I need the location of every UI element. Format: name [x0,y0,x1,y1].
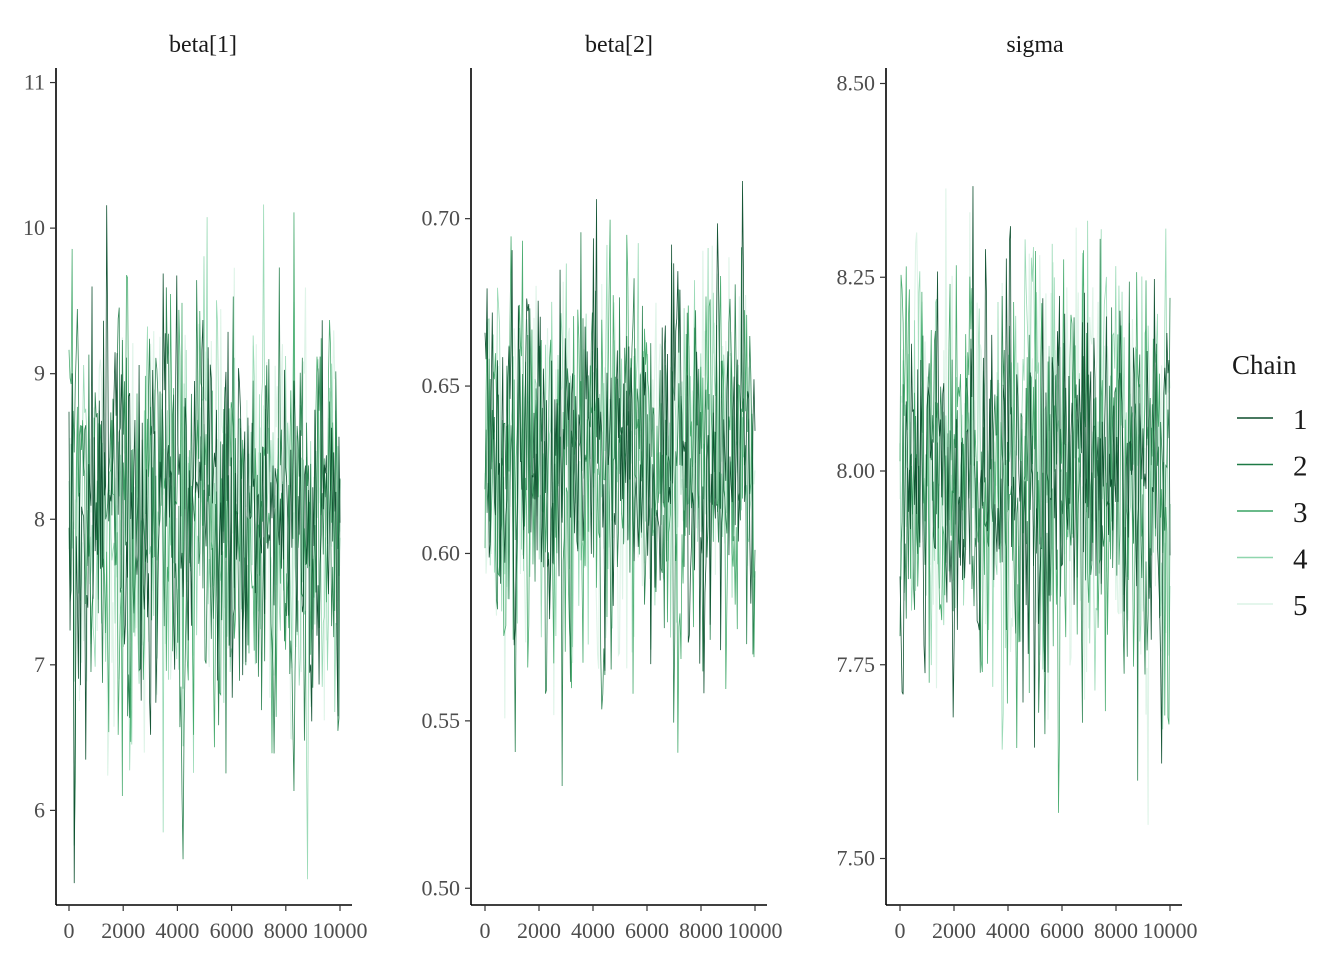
legend-title: Chain [1232,350,1297,380]
y-tick-label: 8.25 [837,264,876,289]
y-tick-label: 0.55 [422,708,461,733]
y-tick-label: 0.65 [422,373,461,398]
x-tick-label: 4000 [571,918,615,943]
legend-label: 2 [1293,451,1308,483]
x-tick-label: 2000 [517,918,561,943]
x-tick-label: 6000 [1040,918,1084,943]
legend-item-chain-1: 1 [1237,404,1308,436]
x-tick-label: 10000 [313,918,368,943]
y-tick-label: 9 [34,361,45,386]
legend-item-chain-2: 2 [1237,451,1308,483]
chain-1-trace [484,181,756,694]
x-tick-label: 8000 [264,918,308,943]
x-tick-label: 2000 [932,918,976,943]
y-tick-label: 10 [23,215,45,240]
x-tick-label: 2000 [101,918,145,943]
x-tick-label: 4000 [155,918,199,943]
x-tick-label: 4000 [986,918,1030,943]
x-tick-label: 0 [895,918,906,943]
x-tick-label: 8000 [1094,918,1138,943]
y-tick-label: 11 [24,70,45,95]
chain-1-trace [68,205,341,884]
legend-item-chain-5: 5 [1237,590,1308,622]
y-tick-label: 6 [34,797,45,822]
chain-2-trace [68,267,341,860]
y-tick-label: 8.00 [837,458,876,483]
trace-lines [899,186,1171,825]
trace-panel-2: beta[2] 0.50 0.55 0.60 0.65 0.70 0 2000 4000 6000… [422,32,783,943]
y-tick-label: 0.60 [422,540,461,565]
legend-item-chain-3: 3 [1237,497,1308,529]
y-tick-label: 7.50 [837,846,876,871]
legend-item-chain-4: 4 [1237,544,1308,576]
y-tick-label: 0.70 [422,206,461,231]
legend-label: 3 [1293,497,1308,529]
chain-1-trace [899,186,1171,764]
panel-title: sigma [1006,32,1064,58]
x-tick-label: 10000 [1143,918,1198,943]
trace-lines [68,204,341,884]
x-tick-label: 10000 [728,918,783,943]
trace-lines [484,181,756,786]
y-tick-label: 0.50 [422,875,461,900]
x-tick-label: 6000 [625,918,669,943]
trace-panel-3: sigma 7.50 7.75 8.00 8.25 8.50 0 2000 4000 6000 80… [837,32,1198,943]
y-tick-label: 8.50 [837,71,876,96]
y-tick-label: 8 [34,506,45,531]
legend-label: 4 [1293,544,1308,576]
legend-label: 1 [1293,404,1308,436]
x-tick-label: 0 [64,918,75,943]
x-tick-label: 0 [480,918,491,943]
chain-4-trace [68,204,341,880]
chain-legend: Chain 1 2 3 4 5 [1232,350,1308,622]
panel-title: beta[2] [585,32,653,58]
y-tick-label: 7.75 [837,652,876,677]
trace-panel-1: beta[1] 6 7 8 9 10 11 0 2000 4000 6000 8000 10000 [23,32,368,943]
legend-label: 5 [1293,590,1308,622]
chain-3-trace [899,250,1171,813]
panel-title: beta[1] [169,32,237,58]
x-tick-label: 6000 [210,918,254,943]
x-tick-label: 8000 [679,918,723,943]
y-tick-label: 7 [34,652,45,677]
